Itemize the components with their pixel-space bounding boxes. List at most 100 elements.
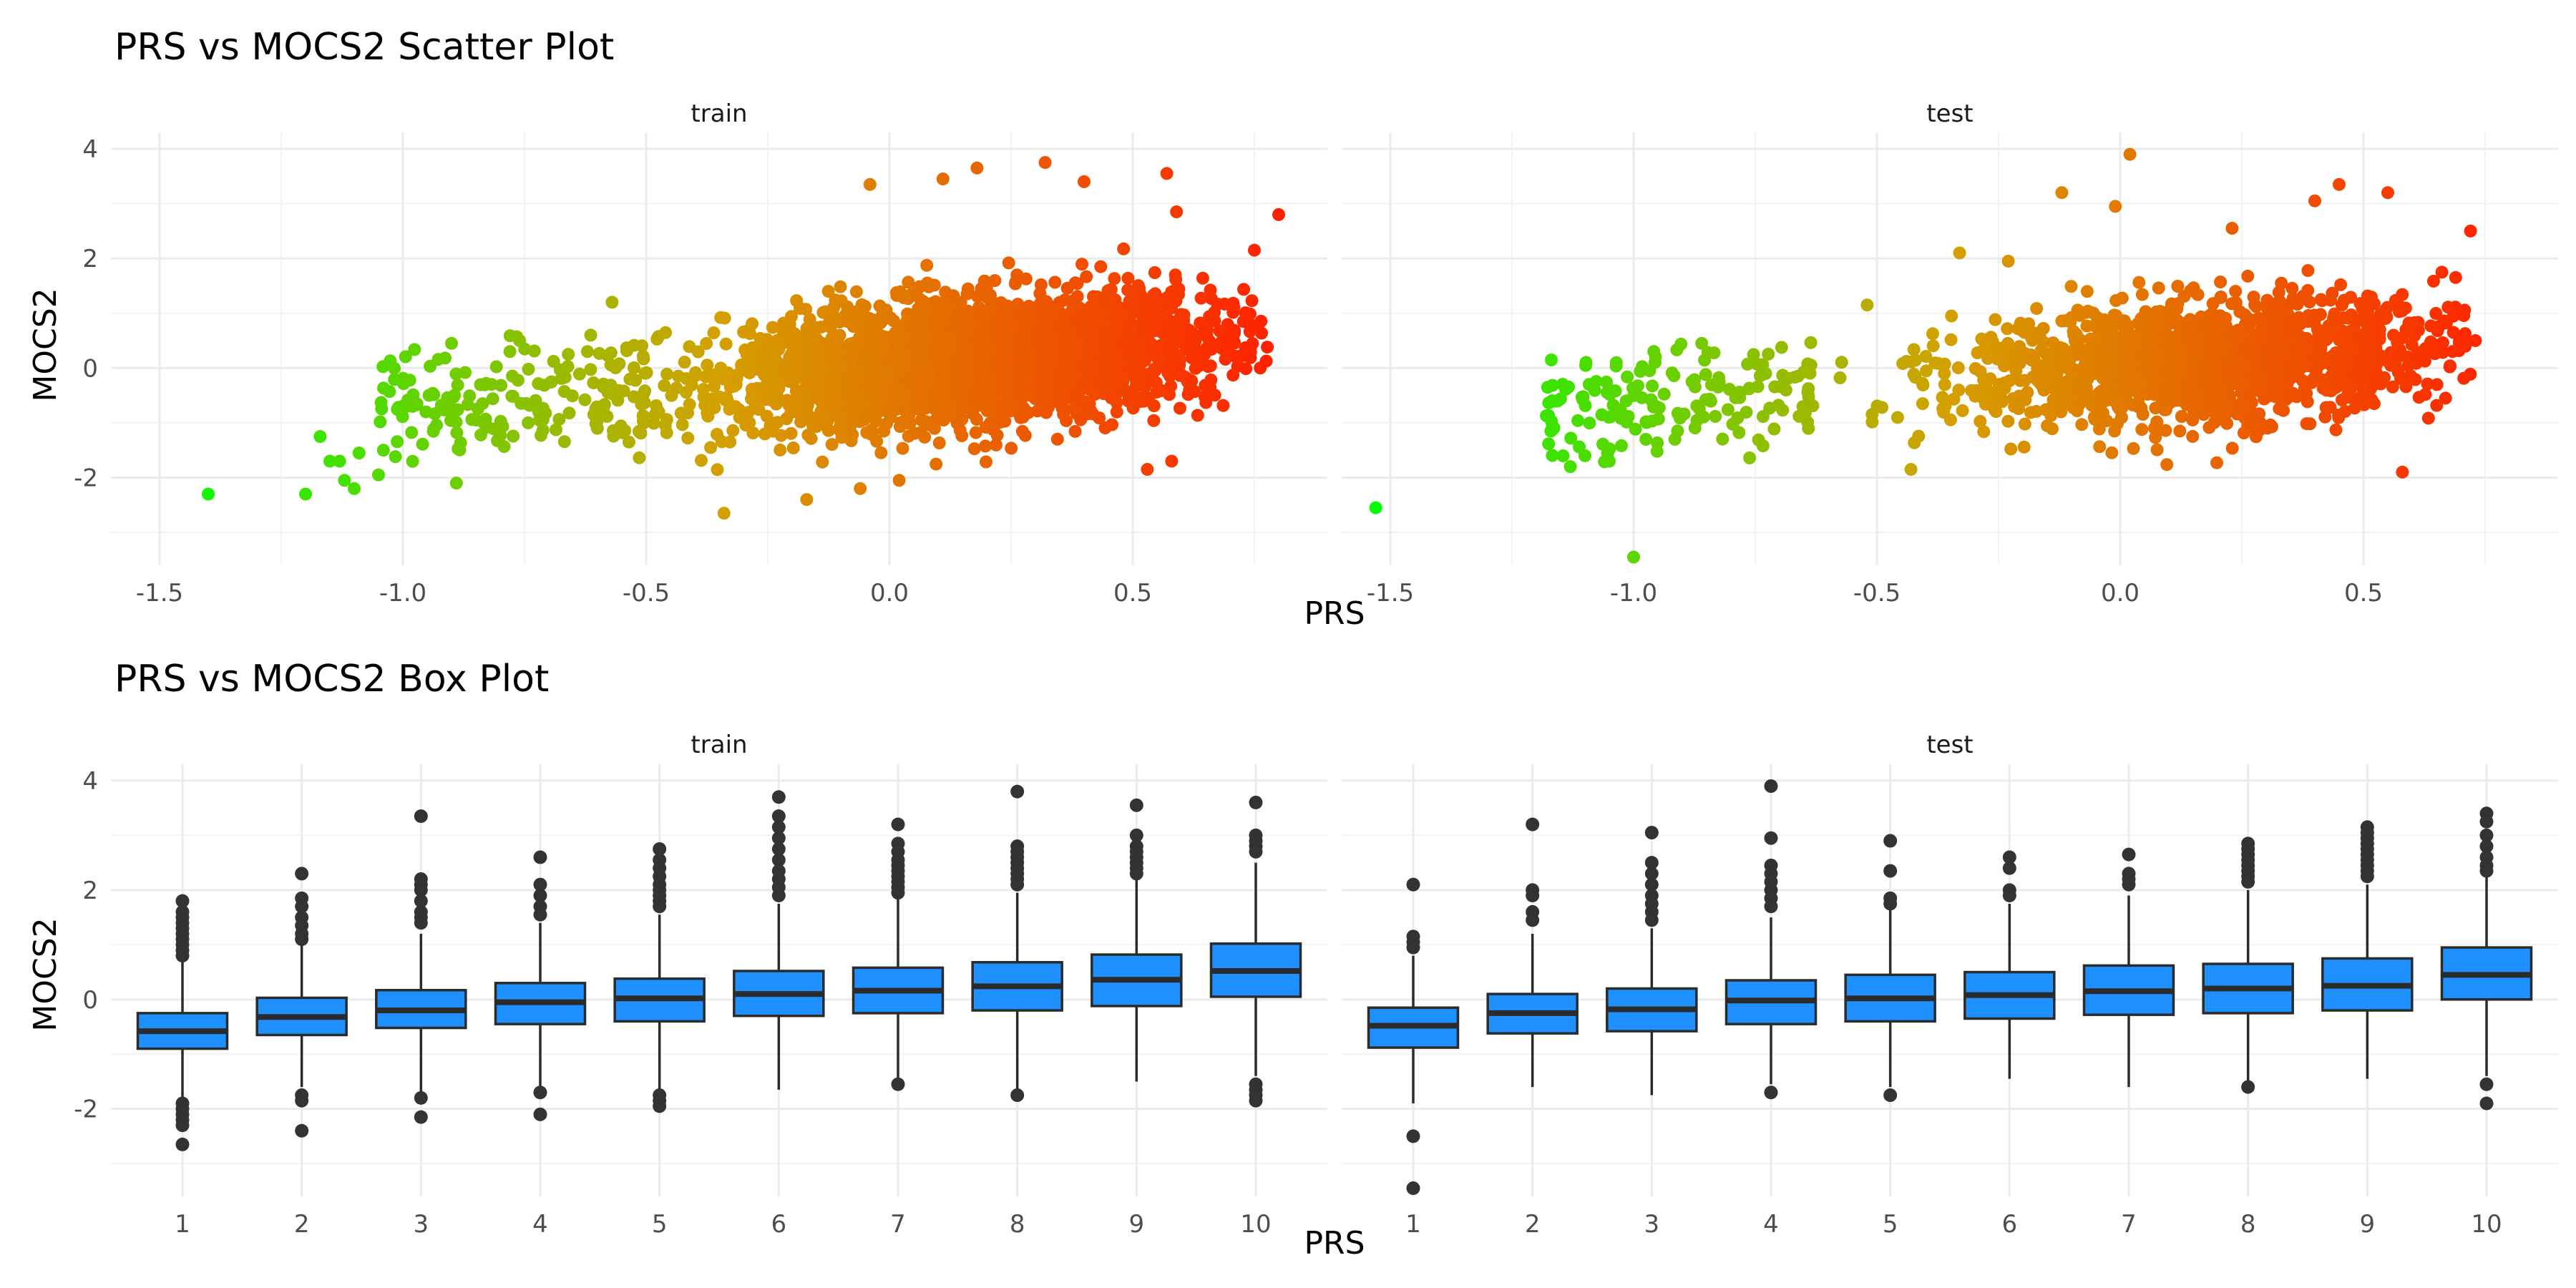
scatter-point <box>1093 343 1106 356</box>
scatter-point <box>1990 384 2004 398</box>
scatter-point <box>707 379 721 393</box>
scatter-point <box>2319 401 2333 414</box>
scatter-point <box>1931 356 1945 370</box>
scatter-point <box>2080 319 2094 333</box>
scatter-point <box>816 409 829 423</box>
scatter-point <box>1938 399 1952 413</box>
scatter-point <box>1775 341 1788 354</box>
scatter-point <box>820 338 834 352</box>
scatter-point <box>2212 321 2225 335</box>
scatter-point <box>1540 409 1553 422</box>
x-tick-label: 0.5 <box>1113 579 1152 608</box>
scatter-point <box>784 426 798 440</box>
scatter-point <box>2386 380 2399 394</box>
scatter-point <box>1544 424 1558 438</box>
scatter-point <box>376 444 390 457</box>
scatter-point <box>1080 270 1093 283</box>
scatter-point <box>1245 294 1259 308</box>
scatter-point <box>2446 326 2460 339</box>
scatter-point <box>561 360 575 374</box>
scatter-point <box>1025 331 1039 344</box>
scatter-point <box>1596 437 1609 451</box>
scatter-point <box>678 356 691 369</box>
scatter-point <box>1762 347 1775 361</box>
scatter-point <box>562 406 576 420</box>
scatter-point <box>1133 339 1147 353</box>
scatter-point <box>403 374 416 387</box>
scatter-point <box>1067 294 1080 308</box>
scatter-point <box>1646 400 1660 414</box>
scatter-point <box>847 366 860 379</box>
scatter-point <box>2064 280 2078 293</box>
scatter-point <box>2265 420 2278 434</box>
scatter-point <box>416 437 429 451</box>
scatter-point <box>2337 311 2351 325</box>
scatter-point <box>905 316 919 330</box>
scatter-point <box>2210 456 2223 469</box>
scatter-point <box>1174 401 1186 415</box>
scatter-point <box>1974 414 1987 428</box>
scatter-point <box>2100 376 2114 389</box>
scatter-point <box>1117 242 1131 255</box>
box-outlier <box>175 894 190 908</box>
scatter-point <box>1068 349 1082 363</box>
scatter-point <box>1011 335 1025 348</box>
scatter-point <box>1035 376 1048 389</box>
scatter-point <box>1146 288 1160 302</box>
scatter-point <box>1108 272 1121 286</box>
scatter-point <box>1646 379 1659 393</box>
scatter-point <box>2249 430 2263 444</box>
scatter-point <box>1016 410 1030 424</box>
scatter-point <box>2179 316 2192 330</box>
scatter-point <box>1060 357 1073 371</box>
scatter-point <box>1890 411 1904 424</box>
scatter-point <box>2324 293 2338 307</box>
scatter-point <box>761 333 774 346</box>
scatter-point <box>536 424 550 437</box>
scatter-point <box>811 343 824 356</box>
scatter-point <box>882 351 895 365</box>
scatter-point <box>2430 378 2444 391</box>
facet-strip-test-scatter: test <box>1926 99 1973 128</box>
scatter-point <box>1050 432 1064 446</box>
scatter-point <box>396 410 409 424</box>
scatter-point <box>1165 301 1178 315</box>
scatter-point <box>2281 335 2295 348</box>
scatter-point <box>821 424 835 437</box>
scatter-point <box>2329 423 2343 436</box>
scatter-point <box>1191 409 1204 422</box>
scatter-point <box>2421 411 2435 425</box>
x-tick-label: -1.5 <box>1367 579 1414 608</box>
scatter-point <box>719 337 733 351</box>
scatter-point <box>858 300 872 313</box>
scatter-point <box>786 326 799 339</box>
scatter-point <box>1999 376 2013 389</box>
scatter-point <box>1048 275 1062 289</box>
scatter-point <box>638 366 652 380</box>
scatter-point <box>503 345 517 358</box>
scatter-point <box>990 356 1003 370</box>
scatter-point <box>431 353 445 366</box>
scatter-point <box>955 412 969 426</box>
scatter-point <box>930 457 943 471</box>
scatter-point <box>1074 413 1088 426</box>
scatter-point <box>2424 319 2438 333</box>
scatter-point <box>1609 359 1623 373</box>
scatter-point <box>1038 358 1052 371</box>
scatter-point <box>2080 385 2094 399</box>
scatter-point <box>2163 390 2177 404</box>
scatter-point <box>405 426 419 439</box>
scatter-point <box>2019 393 2032 406</box>
scatter-point <box>1767 422 1781 436</box>
y-tick-label: 4 <box>82 135 98 164</box>
scatter-point <box>1600 376 1613 389</box>
scatter-point <box>2275 364 2288 378</box>
scatter-point <box>1635 391 1649 404</box>
scatter-point <box>1751 380 1765 394</box>
scatter-point <box>1740 406 1753 419</box>
x-tick-label: -0.5 <box>623 579 670 608</box>
scatter-point <box>1729 391 1742 404</box>
scatter-point <box>2381 301 2394 314</box>
scatter-point <box>1024 389 1038 402</box>
